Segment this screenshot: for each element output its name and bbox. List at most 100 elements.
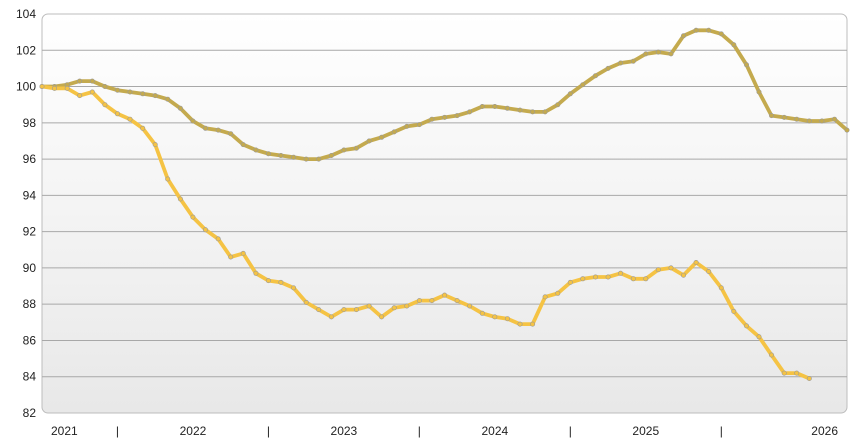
data-point [605,65,611,71]
data-point [731,42,737,48]
data-point [718,31,724,37]
data-point [743,323,749,329]
data-point [680,33,686,39]
data-point [768,352,774,358]
data-point [680,272,686,278]
data-point [203,227,209,233]
data-point [127,116,133,122]
data-point [228,254,234,260]
x-separator: | [267,424,270,438]
data-point [341,147,347,153]
data-point [630,276,636,282]
data-point [253,147,259,153]
data-point [567,91,573,97]
data-point [618,60,624,66]
x-separator: | [418,424,421,438]
data-point [668,51,674,57]
data-point [831,116,837,122]
data-point [190,118,196,124]
data-point [492,314,498,320]
data-point [77,78,83,84]
data-point [668,265,674,271]
data-point [781,114,787,120]
data-point [39,84,45,90]
data-point [492,104,498,110]
data-point [530,321,536,327]
data-point [555,290,561,296]
data-point [328,314,334,320]
data-point [177,105,183,111]
y-tick-label: 96 [23,152,37,166]
y-tick-label: 88 [23,297,37,311]
data-point [794,116,800,122]
data-point [806,118,812,124]
data-point [115,111,121,117]
data-point [429,116,435,122]
x-tick-label: 2026 [811,424,838,438]
x-tick-label: 2024 [481,424,508,438]
x-axis: 2021 2022 2023 2024 2025 2026 | | | | | [51,424,838,438]
data-point [253,270,259,276]
data-point [504,316,510,322]
y-tick-label: 92 [23,225,37,239]
data-point [416,122,422,128]
data-point [265,151,271,157]
data-point [278,153,284,159]
y-tick-label: 102 [16,43,36,57]
series-2 [39,84,812,381]
data-point [328,153,334,159]
data-point [693,259,699,265]
y-tick-label: 98 [23,116,37,130]
data-point [655,267,661,273]
x-separator: | [720,424,723,438]
data-point [756,334,762,340]
data-point [303,299,309,305]
data-point [366,138,372,144]
data-point [379,134,385,140]
data-point [706,27,712,33]
y-tick-label: 82 [23,406,37,420]
data-point [479,310,485,316]
y-tick-label: 86 [23,333,37,347]
data-point [768,113,774,119]
data-point [303,156,309,162]
data-point [404,123,410,129]
data-point [177,196,183,202]
data-point [240,250,246,256]
data-point [152,142,158,148]
data-point [165,176,171,182]
data-point [517,321,523,327]
data-point [291,285,297,291]
x-tick-label: 2025 [632,424,659,438]
data-point [630,58,636,64]
data-point [102,84,108,90]
data-point [794,370,800,376]
data-point [592,274,598,280]
data-point [366,303,372,309]
data-point [618,270,624,276]
x-tick-label: 2022 [180,424,207,438]
data-point [781,370,787,376]
y-tick-label: 94 [23,188,37,202]
x-tick-label: 2023 [331,424,358,438]
data-point [265,278,271,284]
data-point [693,27,699,33]
data-point [379,314,385,320]
data-point [353,307,359,313]
data-point [127,89,133,95]
plot-area [41,13,848,414]
data-point [731,308,737,314]
data-point [240,142,246,148]
data-point [542,294,548,300]
data-point [278,279,284,285]
data-point [580,276,586,282]
data-point [442,292,448,298]
y-tick-label: 90 [23,261,37,275]
data-point [203,125,209,131]
data-point [806,375,812,381]
y-tick-label: 84 [23,370,37,384]
data-point [517,107,523,113]
data-point [706,268,712,274]
